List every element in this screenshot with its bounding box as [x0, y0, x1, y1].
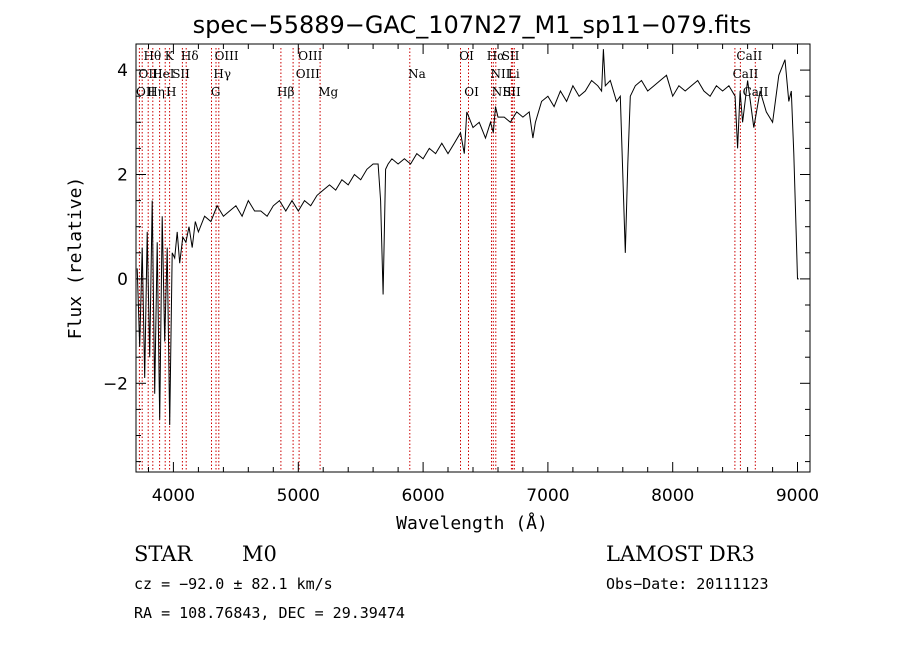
line-label-4: OIII — [298, 49, 322, 63]
x-tick-label-2: 6000 — [401, 486, 444, 506]
spectrum-series — [136, 49, 799, 426]
line-label-24: OI — [464, 85, 479, 99]
line-label-0: Hθ — [144, 49, 162, 63]
y-tick-label-1: 0 — [117, 270, 128, 290]
line-label-19: Hη — [147, 85, 165, 99]
y-tick-label-0: −2 — [103, 374, 128, 394]
line-label-18: OII — [136, 85, 156, 99]
line-label-15: NII — [491, 67, 511, 81]
line-label-2: Hδ — [181, 49, 199, 63]
line-label-12: Hγ — [213, 67, 231, 81]
x-tick-label-3: 7000 — [526, 486, 569, 506]
plot-frame — [135, 43, 811, 473]
object-subclass: M0 — [242, 542, 277, 566]
x-axis-label: Wavelength (Å) — [396, 512, 548, 534]
object-class: STAR — [134, 542, 193, 566]
line-label-10: HeI — [152, 67, 175, 81]
chart-title: spec−55889−GAC_107N27_M1_sp11−079.fits — [193, 11, 752, 39]
survey-name: LAMOST DR3 — [606, 542, 755, 566]
ra-dec: RA = 108.76843, DEC = 29.39474 — [134, 604, 405, 622]
x-tick-label-4: 8000 — [651, 486, 694, 506]
line-label-6: Hα — [487, 49, 506, 63]
y-axis-label: Flux (relative) — [65, 177, 86, 340]
line-label-7: SII — [502, 49, 520, 63]
redshift-cz: cz = −92.0 ± 82.1 km/s — [134, 575, 333, 593]
line-label-22: Hβ — [277, 85, 294, 99]
line-label-1: K — [165, 49, 175, 63]
obs-date: Obs−Date: 20111123 — [606, 575, 769, 593]
line-label-11: SII — [172, 67, 190, 81]
line-label-26: SII — [503, 85, 521, 99]
y-tick-label-2: 2 — [117, 166, 128, 186]
spectral-line-markers — [138, 48, 756, 472]
line-label-5: OI — [459, 49, 474, 63]
line-label-25: NII — [492, 85, 512, 99]
axis-ticks — [136, 43, 810, 472]
line-label-16: Li — [508, 67, 520, 81]
axis-tick-labels: 4000 5000 6000 7000 8000 9000 −2 0 2 4 — [103, 61, 819, 506]
y-tick-label-3: 4 — [117, 61, 128, 81]
line-label-3: OIII — [215, 49, 239, 63]
line-label-8: CaII — [736, 49, 762, 63]
line-label-21: G — [211, 85, 221, 99]
x-tick-label-5: 9000 — [776, 486, 819, 506]
line-label-14: Na — [408, 67, 426, 81]
x-tick-label-1: 5000 — [277, 486, 320, 506]
x-tick-label-0: 4000 — [152, 486, 195, 506]
line-label-13: OIII — [296, 67, 320, 81]
line-label-20: H — [166, 85, 176, 99]
line-label-17: CaII — [733, 67, 759, 81]
line-label-23: Mg — [318, 85, 338, 99]
